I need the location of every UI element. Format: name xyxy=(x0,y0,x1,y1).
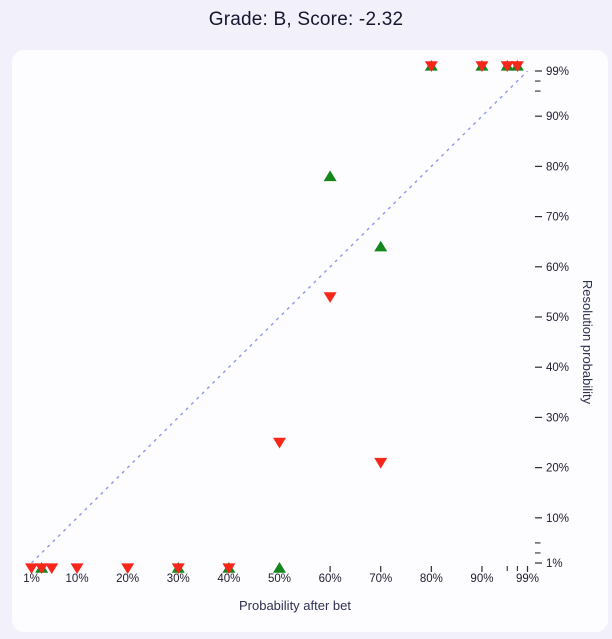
y-axis-tick-label: 20% xyxy=(546,463,569,475)
marker-triangle-up xyxy=(374,240,388,252)
x-axis-tick-label: 1% xyxy=(23,573,40,585)
y-axis-tick-label: 1% xyxy=(546,558,563,570)
y-axis-tick-label: 50% xyxy=(546,312,569,324)
chart-title: Grade: B, Score: -2.32 xyxy=(208,9,404,30)
marker-triangle-down xyxy=(45,563,59,575)
y-axis-tick-label: 80% xyxy=(546,161,569,173)
identity-line xyxy=(31,70,528,564)
marker-triangle-down xyxy=(121,563,135,575)
chart-card: 1% 10% 20% 30% 40% 50% 60% 70% 80% 90% 99% 1% 10% 20%… xyxy=(12,50,608,632)
x-axis-tick-label: 99% xyxy=(516,573,539,585)
x-axis-title: Probability after bet xyxy=(239,598,351,613)
marker-star-red-down xyxy=(475,61,489,72)
y-axis-tick-label: 70% xyxy=(546,212,569,224)
y-axis-tick-label: 90% xyxy=(546,111,569,123)
x-axis-tick-label: 90% xyxy=(470,573,493,585)
y-axis-tick-label: 30% xyxy=(546,412,569,424)
x-axis-tick-label: 70% xyxy=(369,573,392,585)
x-axis-tick-label: 20% xyxy=(116,573,139,585)
marker-star-red-down xyxy=(35,563,49,575)
x-axis-tick-label: 80% xyxy=(420,573,443,585)
y-axis-tick-label: 10% xyxy=(546,513,569,525)
marker-star-red-down xyxy=(424,61,438,72)
marker-star-red-down xyxy=(171,563,185,575)
y-axis-title: Resolution probability xyxy=(580,280,595,405)
marker-star-red-down xyxy=(222,563,236,575)
x-axis-tick-label: 50% xyxy=(268,573,291,585)
x-axis-tick-label: 40% xyxy=(217,573,240,585)
calibration-plot: 1% 10% 20% 30% 40% 50% 60% 70% 80% 90% 99% 1% 10% 20%… xyxy=(23,59,595,613)
y-axis-tick-label: 99% xyxy=(546,66,569,78)
marker-triangle-down xyxy=(25,563,38,575)
x-axis-tick-label: 60% xyxy=(319,573,342,585)
x-axis-tick-label: 30% xyxy=(167,573,190,585)
marker-triangle-up xyxy=(272,562,286,573)
marker-triangle-up xyxy=(323,170,337,182)
y-axis-tick-label: 40% xyxy=(546,362,569,374)
marker-triangle-down xyxy=(272,437,286,449)
x-axis-tick-label: 10% xyxy=(66,573,89,585)
y-axis-tick-label: 60% xyxy=(546,262,569,274)
marker-star-red-down xyxy=(510,61,524,72)
marker-star-red-down xyxy=(500,61,514,72)
marker-triangle-down xyxy=(323,292,337,303)
marker-triangle-down xyxy=(374,457,388,469)
marker-triangle-down xyxy=(70,563,84,575)
